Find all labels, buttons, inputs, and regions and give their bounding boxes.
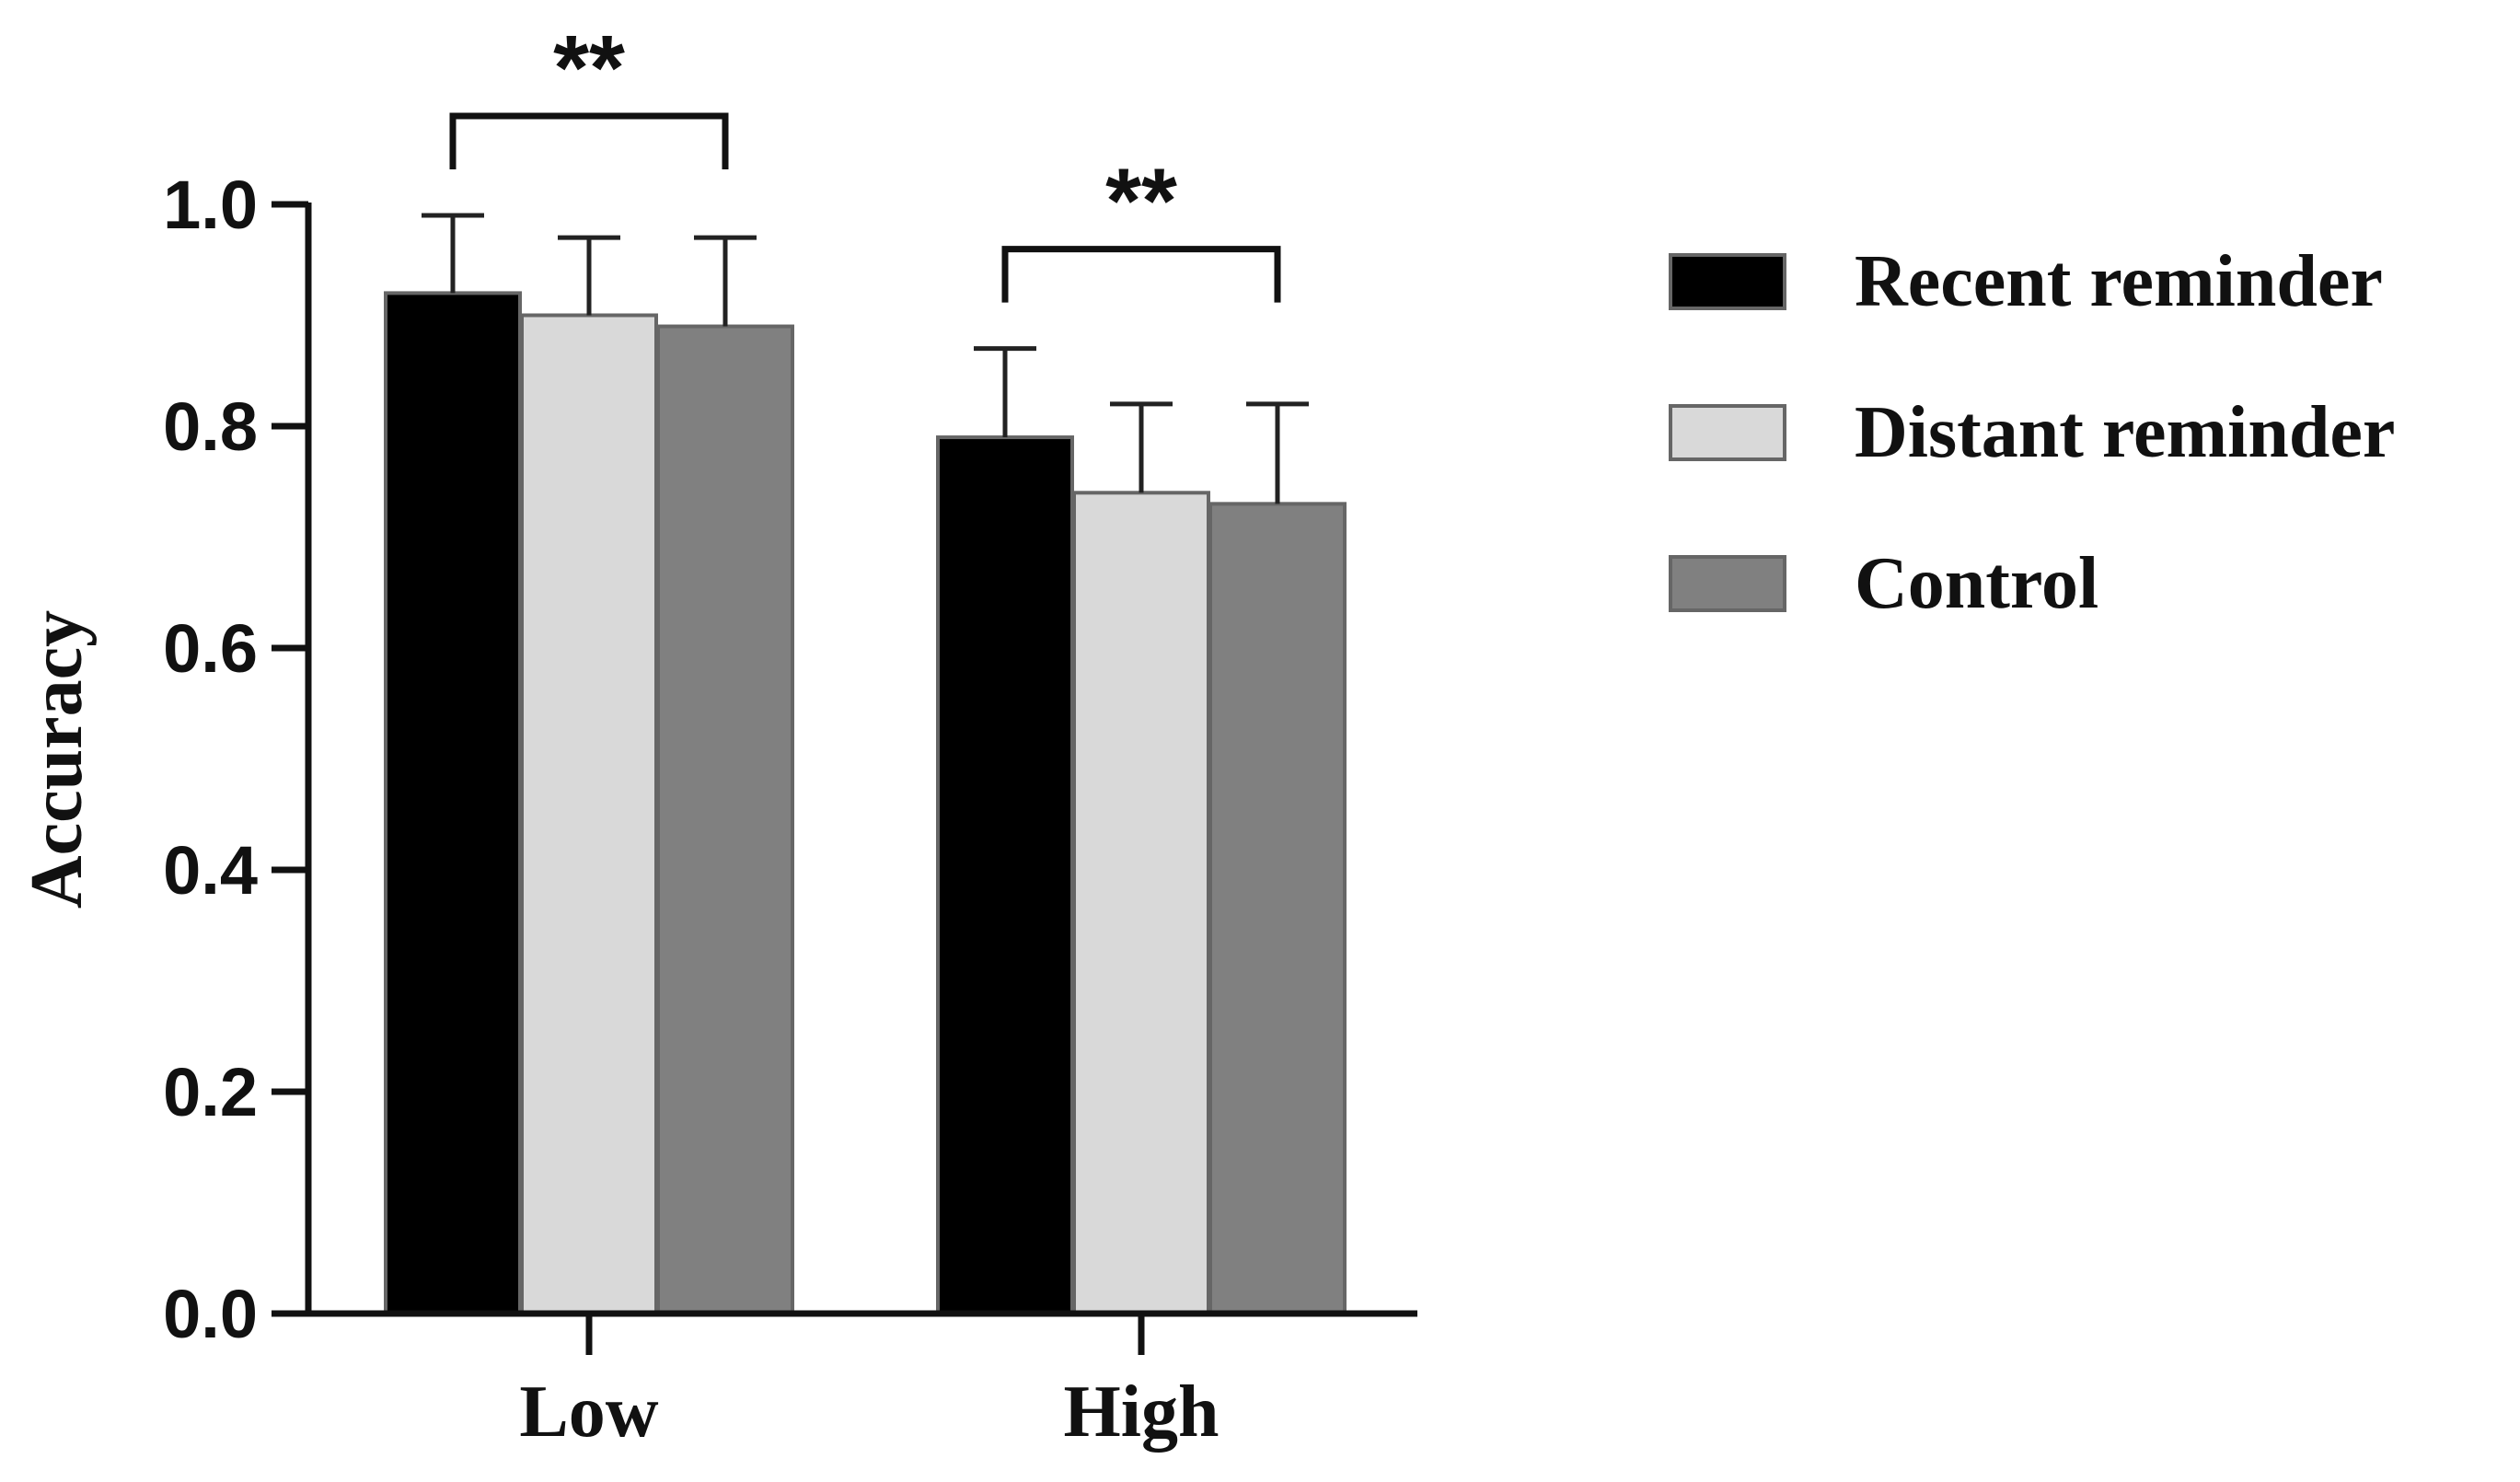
y-tick-label-0-4: 0.4 [163, 832, 258, 909]
y-tick-label-0-0: 0.0 [163, 1276, 258, 1352]
legend-swatch-recent-reminder [1669, 253, 1786, 310]
y-tick-label-1-0: 1.0 [163, 167, 258, 243]
legend-label-control: Control [1855, 543, 2098, 624]
significance-label-high: ** [1105, 150, 1177, 253]
bar-low-control [656, 324, 794, 1315]
legend-label-recent-reminder: Recent reminder [1855, 241, 2383, 322]
bar-high-distant-reminder [1072, 491, 1210, 1315]
significance-layer: ** ** [449, 17, 1281, 303]
y-axis-label: Accuracy [17, 610, 98, 909]
axes-layer: 0.0 0.2 0.4 0.6 0.8 1.0 Low High [163, 167, 1417, 1453]
y-tick-label-0-6: 0.6 [163, 610, 258, 687]
error-bars-layer [422, 213, 1309, 504]
legend-swatch-control [1669, 555, 1786, 612]
bar-low-recent-reminder [384, 291, 522, 1315]
x-tick-label-high: High [1064, 1372, 1220, 1453]
bars-layer [384, 291, 1347, 1315]
legend-swatch-distant-reminder [1669, 404, 1786, 461]
bar-high-control [1208, 502, 1347, 1315]
legend: Recent reminder Distant reminder Control [1669, 241, 2395, 624]
bar-low-distant-reminder [520, 313, 658, 1315]
y-tick-label-0-8: 0.8 [163, 388, 258, 465]
bar-high-recent-reminder [936, 435, 1074, 1315]
x-tick-label-low: Low [519, 1372, 658, 1453]
significance-bracket-low [449, 112, 729, 170]
legend-label-distant-reminder: Distant reminder [1855, 392, 2395, 473]
y-tick-label-0-2: 0.2 [163, 1054, 258, 1130]
significance-bracket-high [1001, 246, 1281, 303]
significance-label-low: ** [553, 17, 625, 120]
